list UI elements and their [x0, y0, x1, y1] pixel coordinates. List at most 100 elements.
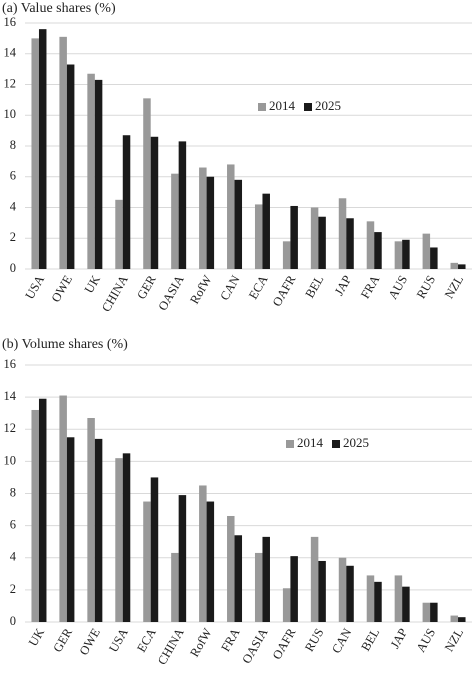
- legend-swatch: [258, 103, 266, 111]
- x-tick-label: NZL: [442, 626, 466, 654]
- bar: [310, 207, 319, 269]
- bar: [115, 199, 123, 269]
- bar: [402, 239, 410, 269]
- y-tick-label: 8: [10, 485, 16, 499]
- y-tick-label: 0: [10, 261, 16, 275]
- bar: [374, 232, 382, 269]
- x-tick-label: USA: [22, 273, 47, 302]
- bar: [430, 247, 438, 269]
- bar: [450, 262, 459, 269]
- bar: [66, 437, 75, 622]
- y-tick-label: 16: [4, 357, 17, 371]
- y-tick-label: 4: [10, 550, 17, 564]
- bar: [254, 204, 263, 269]
- x-tick-label: OWE: [77, 626, 104, 658]
- bar: [150, 136, 159, 269]
- x-tick-label: FRA: [218, 626, 242, 654]
- bar: [234, 535, 243, 622]
- x-tick-label: FRA: [358, 273, 382, 301]
- bar: [94, 438, 103, 622]
- legend-swatch: [286, 440, 294, 448]
- legend-label: 2014: [297, 435, 324, 450]
- bar: [374, 581, 382, 622]
- x-tick-label: OASIA: [239, 626, 270, 666]
- bar: [290, 556, 298, 622]
- bar: [206, 176, 215, 269]
- bar: [227, 164, 235, 269]
- bar: [402, 586, 410, 622]
- x-tick-label: OAFR: [270, 625, 299, 661]
- bar: [122, 453, 131, 622]
- x-tick-label: ECA: [134, 626, 159, 655]
- x-tick-label: RUS: [414, 273, 438, 301]
- x-tick-label: OASIA: [156, 273, 187, 313]
- y-tick-label: 10: [4, 453, 17, 467]
- bar: [171, 173, 179, 269]
- bar: [87, 418, 95, 622]
- y-tick-label: 0: [10, 614, 16, 628]
- x-tick-label: AUS: [414, 626, 439, 655]
- x-tick-label: NZL: [442, 273, 466, 301]
- y-tick-label: 14: [4, 46, 17, 60]
- x-tick-label: GER: [134, 272, 159, 301]
- bar: [450, 615, 459, 622]
- x-tick-label: BEL: [303, 273, 327, 300]
- bar: [38, 29, 47, 270]
- x-tick-label: AUS: [386, 273, 411, 302]
- x-tick-label: JAP: [332, 273, 355, 298]
- x-tick-label: OWE: [49, 273, 76, 305]
- bar: [366, 575, 375, 622]
- x-tick-label: JAP: [388, 626, 411, 651]
- x-tick-label: RofW: [187, 273, 214, 307]
- y-tick-label: 4: [10, 199, 17, 213]
- bar: [458, 264, 466, 269]
- bar: [31, 409, 39, 622]
- bar: [31, 38, 39, 269]
- legend-label: 2025: [343, 435, 369, 450]
- legend-swatch: [332, 440, 340, 448]
- x-tick-label: RofW: [187, 626, 214, 660]
- x-tick-label: CAN: [217, 273, 242, 303]
- x-tick-label: RUS: [302, 626, 326, 654]
- x-tick-label: UK: [26, 626, 47, 649]
- x-tick-label: CHINA: [99, 273, 131, 314]
- bar: [143, 98, 151, 270]
- x-tick-label: GER: [50, 625, 75, 654]
- legend-label: 2025: [315, 98, 341, 113]
- legend-swatch: [304, 103, 312, 111]
- x-tick-label: CAN: [329, 626, 354, 656]
- x-tick-label: ECA: [246, 273, 271, 302]
- x-tick-label: UK: [82, 273, 103, 296]
- bar: [338, 557, 347, 622]
- bar: [290, 205, 298, 269]
- chart-title: (a) Value shares (%): [2, 1, 116, 16]
- bar: [346, 218, 354, 269]
- bar: [178, 141, 187, 269]
- bar: [318, 560, 326, 622]
- bar: [282, 241, 291, 269]
- bar: [234, 179, 243, 269]
- y-tick-label: 10: [4, 107, 17, 121]
- bar: [94, 79, 103, 269]
- bar: [262, 536, 270, 622]
- bar: [143, 501, 151, 622]
- bar: [199, 167, 207, 269]
- bar: [171, 552, 179, 622]
- bar: [346, 565, 354, 622]
- legend-label: 2014: [269, 98, 296, 113]
- chart-title: (b) Volume shares (%): [2, 337, 128, 352]
- x-tick-label: USA: [106, 626, 131, 655]
- bar: [227, 515, 235, 622]
- bar: [310, 536, 319, 622]
- x-tick-label: OAFR: [270, 272, 299, 308]
- y-tick-label: 6: [10, 169, 16, 183]
- bar: [430, 602, 438, 622]
- bar: [206, 501, 215, 622]
- bar: [150, 477, 159, 622]
- bar: [394, 241, 403, 269]
- bar: [318, 216, 326, 269]
- bar: [282, 588, 291, 622]
- bar: [87, 73, 95, 269]
- bar: [422, 602, 431, 622]
- bar: [66, 64, 75, 269]
